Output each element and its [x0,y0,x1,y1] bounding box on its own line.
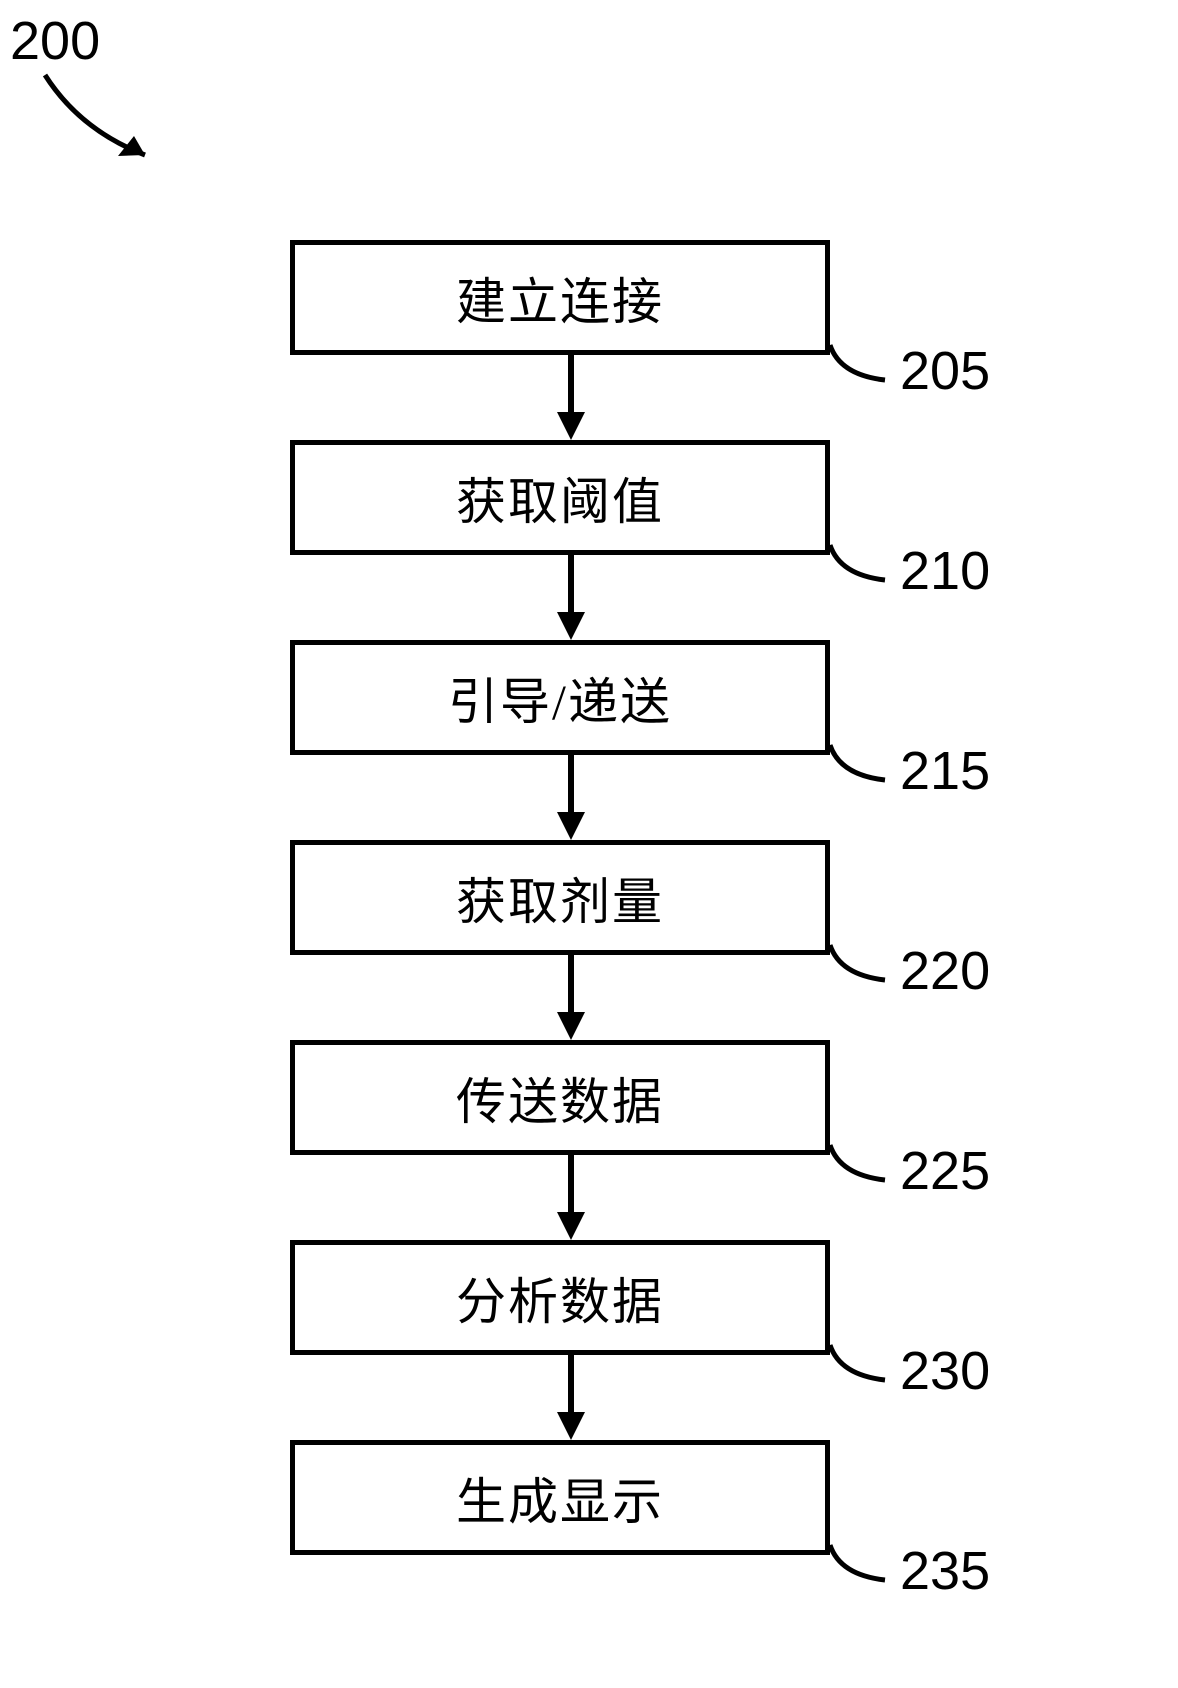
ref-callout-225 [825,1140,905,1200]
flow-box-label: 分析数据 [456,1262,664,1334]
flow-box-label: 建立连接 [456,262,664,334]
flow-arrow [557,755,585,840]
ref-callout-215 [825,740,905,800]
flow-arrow [557,1355,585,1440]
ref-label-220: 220 [900,940,990,1002]
flow-arrow [557,955,585,1040]
ref-label-215: 215 [900,740,990,802]
flow-box-label: 引导/递送 [448,662,672,734]
flow-box-label: 获取阈值 [456,462,664,534]
flow-arrow [557,355,585,440]
ref-label-235: 235 [900,1540,990,1602]
ref-callout-230 [825,1340,905,1400]
flow-box-205: 建立连接 [290,240,830,355]
flow-box-label: 生成显示 [456,1462,664,1534]
ref-callout-205 [825,340,905,400]
flow-arrow [557,1155,585,1240]
flow-box-label: 传送数据 [456,1062,664,1134]
ref-callout-220 [825,940,905,1000]
ref-label-225: 225 [900,1140,990,1202]
ref-callout-210 [825,540,905,600]
flow-box-220: 获取剂量 [290,840,830,955]
flow-box-225: 传送数据 [290,1040,830,1155]
flowchart-canvas: 200 建立连接 205 获取阈值 210 引导/递送 215 获取剂量 [0,0,1178,1688]
ref-label-230: 230 [900,1340,990,1402]
flow-box-230: 分析数据 [290,1240,830,1355]
flow-arrow [557,555,585,640]
flow-box-label: 获取剂量 [456,862,664,934]
flow-box-235: 生成显示 [290,1440,830,1555]
ref-callout-235 [825,1540,905,1600]
ref-label-210: 210 [900,540,990,602]
ref-label-205: 205 [900,340,990,402]
diagram-ref-main-arrow [0,0,200,200]
flow-box-215: 引导/递送 [290,640,830,755]
flow-box-210: 获取阈值 [290,440,830,555]
